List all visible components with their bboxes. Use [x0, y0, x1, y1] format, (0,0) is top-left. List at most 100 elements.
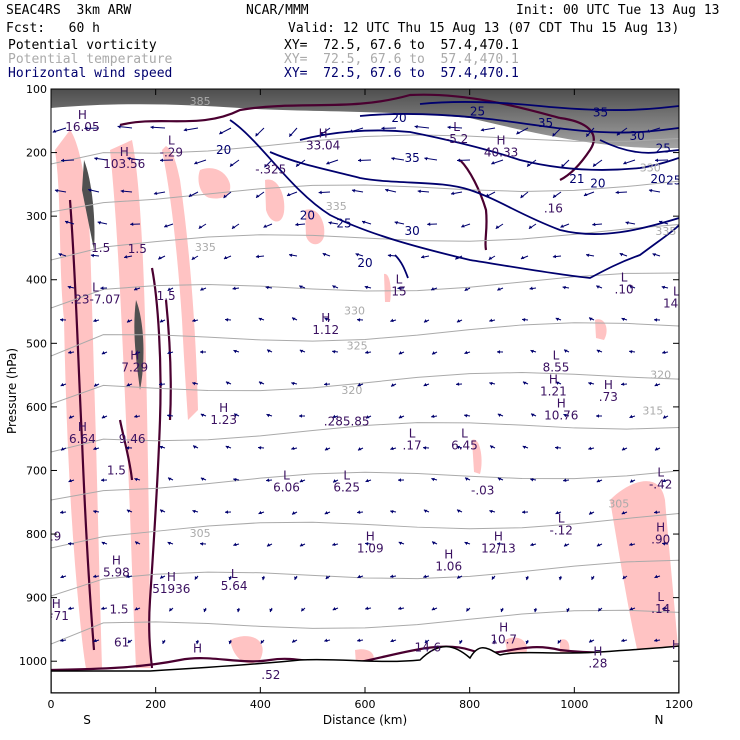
- pv-extremum-value: -.42: [649, 477, 672, 491]
- pv-extremum-type: H: [319, 126, 328, 140]
- pv-extremum-type: H: [672, 638, 681, 652]
- wind-arrowhead: [527, 163, 531, 167]
- wind-arrowhead: [97, 221, 102, 225]
- wind-arrowhead: [236, 608, 241, 613]
- wind-arrowhead: [456, 509, 461, 513]
- wind-arrowhead: [228, 576, 233, 581]
- pv-region: [384, 273, 391, 302]
- theta-contour: [51, 609, 679, 645]
- wind-arrowhead: [489, 318, 493, 323]
- pv-extremum-value: 9.46: [119, 432, 146, 446]
- y-tick-label: 400: [26, 274, 47, 287]
- pv-extremum-type: L: [621, 271, 628, 285]
- wind-arrowhead: [198, 225, 203, 229]
- wind-arrowhead: [255, 254, 260, 259]
- y-tick-label: 1000: [19, 655, 47, 668]
- wind-arrowhead: [391, 383, 395, 387]
- wind-arrowhead: [101, 606, 105, 611]
- theta-label: 335: [655, 225, 676, 238]
- pv-extremum-value: #71: [44, 609, 69, 623]
- wind-arrowhead: [228, 640, 233, 645]
- wind-arrowhead: [194, 160, 198, 165]
- pv-region: [595, 319, 607, 340]
- wind-arrowhead: [629, 350, 633, 354]
- wind-arrowhead: [231, 225, 236, 229]
- wind-arrowhead: [159, 509, 164, 513]
- wind-arrowhead: [553, 194, 557, 198]
- theta-contour: [51, 134, 679, 165]
- pv-extremum-type: L: [283, 468, 290, 482]
- pv-extremum-type: H: [78, 108, 87, 122]
- wind-arrowhead: [263, 224, 267, 228]
- wind-arrowhead: [261, 576, 266, 581]
- wind-arrowhead: [423, 574, 427, 579]
- wind-arrowhead: [621, 317, 626, 322]
- wind-speed-label: 35: [404, 151, 419, 165]
- wind-arrowhead: [357, 574, 361, 579]
- wind-arrowhead: [295, 222, 299, 227]
- wind-arrowhead: [555, 510, 560, 515]
- wind-contour: [299, 129, 679, 171]
- pv-extremum-type: L: [231, 567, 238, 581]
- wind-arrowhead: [260, 640, 264, 644]
- x-tick-label: 1000: [560, 698, 588, 711]
- pv-extremum-value: 1.5: [107, 463, 126, 477]
- wind-arrowhead: [54, 189, 59, 193]
- wind-arrowhead: [333, 479, 337, 483]
- wind-arrowhead: [489, 509, 493, 514]
- wind-arrowhead: [654, 382, 659, 387]
- wind-arrowhead: [357, 638, 361, 643]
- pv-region: [265, 179, 285, 222]
- wind-arrowhead: [225, 318, 229, 322]
- wind-arrowhead: [299, 349, 304, 353]
- pv-extremum-type: L: [673, 285, 680, 299]
- wind-arrowhead: [159, 382, 163, 386]
- pv-extremum-value: 16.05: [65, 120, 99, 134]
- wind-arrowhead: [662, 478, 666, 483]
- wind-arrowhead: [497, 413, 502, 417]
- wind-arrowhead: [124, 254, 128, 259]
- wind-speed-label: 30: [404, 224, 419, 238]
- theta-contour: [51, 224, 679, 261]
- wind-speed-label: 25: [666, 173, 681, 187]
- wind-arrowhead: [464, 541, 469, 546]
- pv-extremum-value: 51936: [152, 582, 190, 596]
- wind-arrowhead: [394, 221, 398, 225]
- wind-arrowhead: [60, 447, 65, 451]
- wind-arrowhead: [529, 286, 533, 291]
- wind-arrowhead: [522, 318, 526, 322]
- wind-arrowhead: [456, 445, 461, 450]
- wind-arrowhead: [588, 381, 592, 386]
- wind-arrowhead: [169, 607, 173, 612]
- pv-extremum-value: 8.55: [543, 360, 570, 374]
- terrain-line: [51, 645, 679, 693]
- wind-arrowhead: [135, 541, 139, 545]
- forecast-hour: Fcst: 60 h: [6, 21, 100, 36]
- wind-arrowhead: [269, 608, 273, 612]
- wind-arrowhead: [589, 511, 593, 515]
- wind-arrowhead: [69, 415, 73, 419]
- wind-arrowhead: [530, 349, 534, 354]
- wind-arrowhead: [195, 640, 200, 645]
- wind-arrowhead: [258, 381, 263, 385]
- theta-contours: [51, 134, 679, 645]
- wind-arrowhead: [619, 253, 624, 257]
- wind-arrowhead: [225, 381, 230, 385]
- wind-arrowhead: [629, 606, 634, 611]
- wind-arrowhead: [134, 606, 139, 611]
- wind-arrowhead: [423, 382, 428, 387]
- pv-extremum-value: .52: [261, 668, 280, 682]
- pv-extremum-type: H: [604, 378, 613, 392]
- wind-arrowhead: [292, 511, 296, 515]
- pv-extremum-value: 1.5: [157, 289, 176, 303]
- wind-arrowhead: [126, 574, 130, 579]
- wind-arrowhead: [530, 477, 534, 482]
- wind-arrowhead: [560, 224, 564, 228]
- wind-arrowhead: [431, 414, 435, 419]
- wind-arrowhead: [516, 130, 520, 135]
- wind-arrowhead: [258, 510, 262, 515]
- pv-extremum-value: .90: [651, 533, 670, 547]
- wind-arrowhead: [324, 510, 329, 515]
- wind-arrowhead: [101, 351, 106, 355]
- wind-arrowhead: [233, 349, 237, 354]
